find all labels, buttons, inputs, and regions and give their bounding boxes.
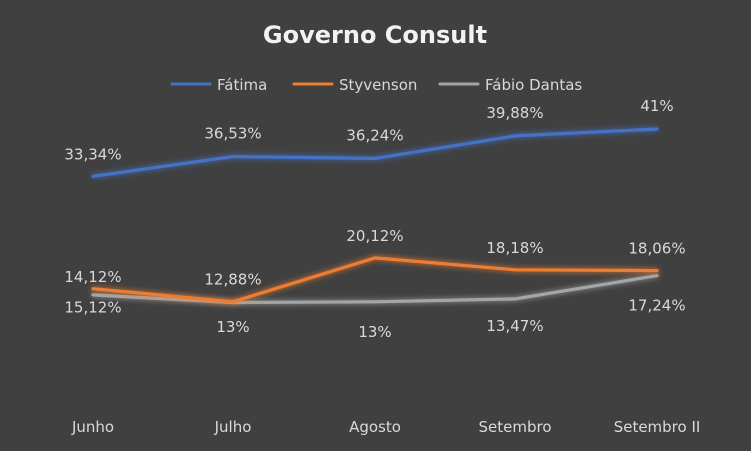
data-label-s3-2: 12,88% <box>204 271 261 289</box>
data-label-s2-4: 18,18% <box>486 239 543 257</box>
data-label-s3-5: 17,24% <box>628 297 685 315</box>
series-line-3 <box>91 274 659 305</box>
x-tick-label-4: Setembro <box>478 418 551 436</box>
data-labels: 33,34% 36,53% 36,24% 39,88% 41% 15,12% 13% 20,1… <box>64 97 685 341</box>
series-line-2 <box>91 256 659 304</box>
data-label-s2-3: 20,12% <box>346 227 403 245</box>
series-line-1 <box>91 127 659 178</box>
legend-item-1: Fátima <box>170 76 267 94</box>
data-label-s1-3: 36,24% <box>346 126 403 144</box>
legend-label: Fátima <box>217 76 267 94</box>
legend-item-2: Styvenson <box>292 76 417 94</box>
legend: Fátima Styvenson Fábio Dantas <box>170 76 582 94</box>
x-tick-label-3: Agosto <box>349 418 401 436</box>
data-label-s1-2: 36,53% <box>204 125 261 143</box>
data-label-s3-1: 14,12% <box>64 268 121 286</box>
x-axis: Junho Julho Agosto Setembro Setembro II <box>71 418 700 436</box>
data-label-s3-3: 13% <box>358 323 391 341</box>
legend-label: Fábio Dantas <box>485 76 582 94</box>
x-tick-label-2: Julho <box>214 418 252 436</box>
x-tick-label-1: Junho <box>71 418 114 436</box>
legend-item-3: Fábio Dantas <box>438 76 582 94</box>
data-label-s2-5: 18,06% <box>628 240 685 258</box>
data-label-s2-2: 13% <box>216 318 249 336</box>
data-label-s1-5: 41% <box>640 97 673 115</box>
series-layer <box>91 127 659 305</box>
data-label-s1-1: 33,34% <box>64 145 121 163</box>
chart-title: Governo Consult <box>263 21 487 49</box>
data-label-s3-4: 13,47% <box>486 317 543 335</box>
x-tick-label-5: Setembro II <box>614 418 701 436</box>
data-label-s2-1: 15,12% <box>64 299 121 317</box>
legend-label: Styvenson <box>339 76 417 94</box>
data-label-s1-4: 39,88% <box>486 104 543 122</box>
